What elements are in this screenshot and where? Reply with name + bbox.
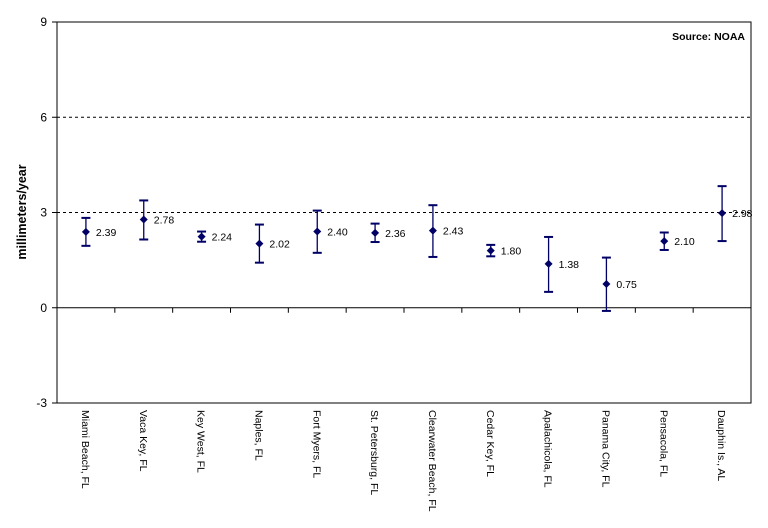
data-label: 2.02 [269, 239, 290, 251]
category-labels: Miami Beach, FL Vaca Key, FL Key West, FL N… [79, 410, 727, 512]
data-point [371, 228, 380, 237]
category-label: Vaca Key, FL [137, 410, 149, 472]
y-tick-label: 9 [40, 15, 47, 29]
data-series: 2.39 2.78 2.24 2.02 2.40 2.36 2.43 1.80 1.38 0.75… [81, 185, 753, 312]
data-point [486, 246, 495, 255]
data-label: 0.75 [616, 279, 637, 291]
y-tick-label: 0 [40, 301, 47, 315]
category-label: Miami Beach, FL [79, 410, 91, 489]
data-label: 2.40 [327, 227, 348, 239]
data-label: 2.24 [212, 232, 233, 244]
category-label: Cedar Key, FL [484, 410, 496, 477]
data-point [544, 259, 553, 268]
source-annotation: Source: NOAA [672, 31, 745, 43]
data-point [602, 279, 611, 288]
data-point [718, 209, 727, 218]
category-label: Clearwater Beach, FL [426, 410, 438, 512]
y-axis-ticks: -3 0 3 6 9 [36, 15, 57, 410]
gridlines [57, 116, 751, 213]
data-label: 2.78 [154, 214, 175, 226]
y-tick-label: 6 [40, 110, 47, 124]
y-tick-label: -3 [36, 396, 47, 410]
category-label: Naples, FL [252, 410, 264, 461]
data-point [255, 239, 264, 248]
data-label: 1.38 [559, 259, 580, 271]
category-label: Apalachicola, FL [542, 410, 554, 488]
data-label: 2.36 [385, 228, 406, 240]
y-axis-label: millimeters/year [15, 164, 29, 259]
data-point [428, 226, 437, 235]
data-label: 2.43 [443, 226, 464, 238]
data-label: 2.39 [96, 227, 117, 239]
data-point [660, 237, 669, 246]
category-label: Panama City, FL [599, 410, 611, 488]
data-point [197, 232, 206, 241]
data-point [81, 227, 90, 236]
category-label: Pensacola, FL [657, 410, 669, 477]
data-label: 2.10 [674, 236, 695, 248]
data-point [313, 227, 322, 236]
category-label: Key West, FL [195, 410, 207, 473]
y-tick-label: 3 [40, 206, 47, 220]
x-axis-line [56, 307, 752, 313]
data-label: 2.98 [732, 208, 753, 220]
data-point [139, 215, 148, 224]
data-label: 1.80 [501, 246, 522, 258]
category-label: Dauphin Is., AL [715, 410, 727, 481]
category-label: Fort Myers, FL [310, 410, 322, 478]
category-label: St. Petersburg, FL [368, 410, 380, 495]
